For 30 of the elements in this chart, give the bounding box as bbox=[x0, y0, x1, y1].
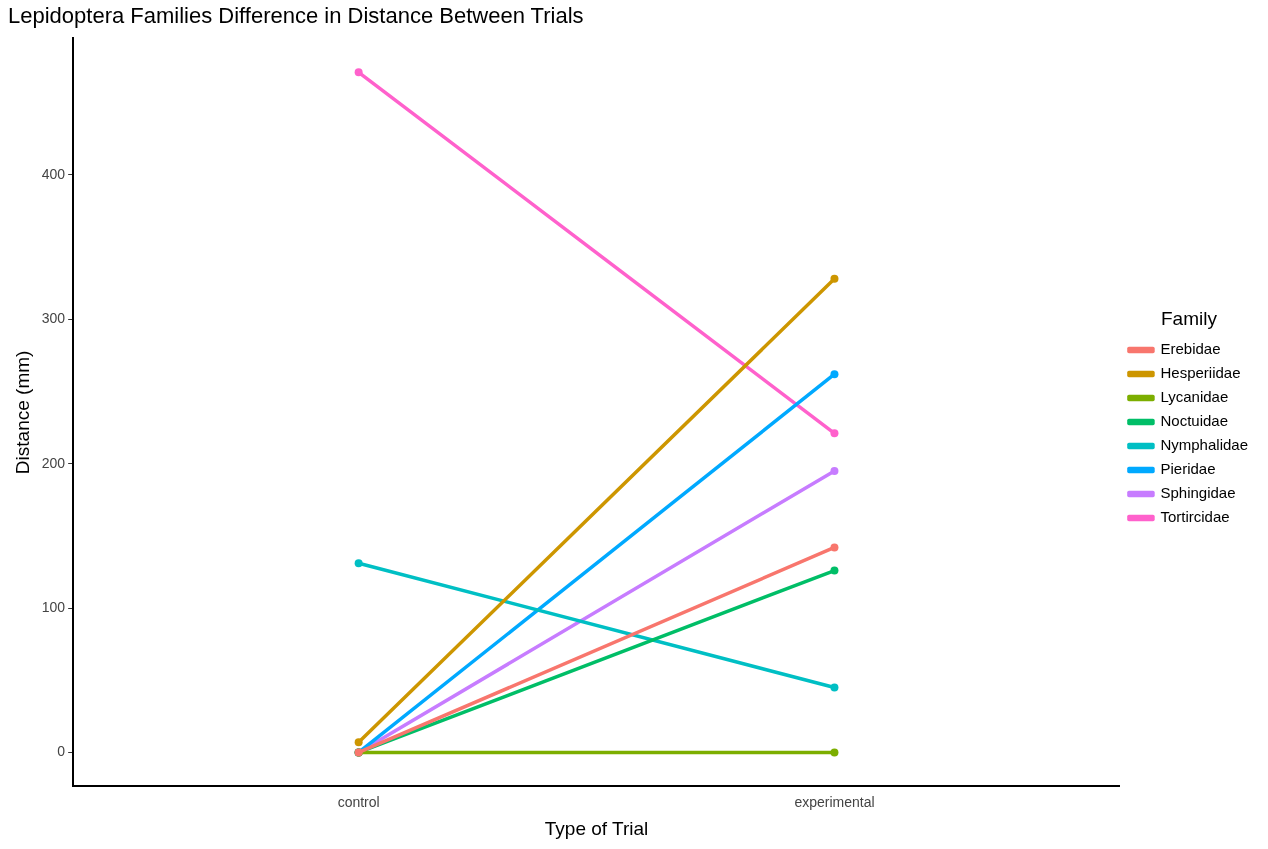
y-tick-label: 200 bbox=[41, 454, 66, 471]
point bbox=[830, 274, 839, 283]
point bbox=[830, 566, 839, 575]
point bbox=[830, 543, 839, 552]
legend-label: Tortircidae bbox=[1160, 508, 1230, 526]
legend-label: Noctuidae bbox=[1160, 412, 1228, 430]
point bbox=[354, 738, 363, 747]
legend-label: Pieridae bbox=[1160, 460, 1216, 478]
y-tick-label: 400 bbox=[41, 165, 66, 182]
y-axis-title: Distance (mm) bbox=[11, 350, 33, 475]
legend-label: Nymphalidae bbox=[1160, 436, 1248, 454]
y-tick-label: 300 bbox=[41, 310, 66, 327]
point bbox=[830, 748, 839, 757]
legend-title: Family bbox=[1161, 308, 1218, 330]
chart-title: Lepidoptera Families Difference in Distance Between Trials bbox=[8, 3, 584, 29]
legend-label: Sphingidae bbox=[1160, 484, 1236, 502]
x-tick-label: experimental bbox=[794, 793, 875, 810]
point bbox=[354, 559, 363, 568]
point bbox=[830, 429, 839, 438]
point bbox=[830, 683, 839, 692]
x-axis-title: Type of Trial bbox=[544, 817, 649, 839]
legend-label: Hesperiidae bbox=[1160, 364, 1241, 382]
point bbox=[354, 68, 363, 77]
x-tick-label: control bbox=[337, 793, 380, 810]
point bbox=[830, 370, 839, 379]
y-tick-label: 0 bbox=[57, 743, 66, 760]
point bbox=[830, 466, 839, 475]
legend-label: Lycanidae bbox=[1160, 388, 1229, 406]
y-tick-label: 100 bbox=[41, 598, 66, 615]
legend-label: Erebidae bbox=[1160, 340, 1221, 358]
